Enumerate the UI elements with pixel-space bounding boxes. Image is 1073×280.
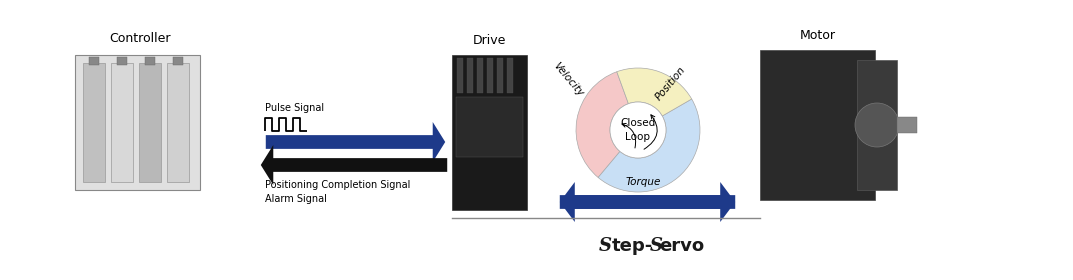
Bar (857, 60, 897, 190)
Bar (467, 58, 473, 93)
Text: Drive: Drive (473, 34, 506, 47)
Text: S: S (650, 237, 663, 255)
Bar (508, 58, 513, 93)
Text: ervo: ervo (659, 237, 704, 255)
Bar (760, 50, 874, 200)
Bar (487, 58, 493, 93)
Bar (173, 57, 183, 65)
Text: Velocity: Velocity (552, 60, 585, 98)
Bar (452, 55, 527, 210)
Text: Closed
Loop: Closed Loop (620, 118, 656, 142)
Circle shape (609, 102, 666, 158)
Text: Torque: Torque (626, 177, 661, 187)
Text: tep-: tep- (612, 237, 653, 255)
Bar (139, 63, 161, 182)
Text: Controller: Controller (109, 32, 171, 45)
Text: S: S (599, 237, 612, 255)
Text: Motor: Motor (799, 29, 836, 42)
Circle shape (855, 103, 899, 147)
Wedge shape (576, 72, 629, 178)
Bar (477, 58, 483, 93)
Bar (457, 58, 464, 93)
Wedge shape (617, 68, 692, 116)
Bar (75, 55, 200, 190)
Bar (89, 57, 99, 65)
Text: Position: Position (653, 64, 688, 102)
Bar (111, 63, 133, 182)
Bar (456, 97, 523, 157)
Text: Pulse Signal: Pulse Signal (265, 103, 324, 113)
Bar (145, 57, 155, 65)
Wedge shape (598, 99, 700, 192)
Bar (497, 58, 503, 93)
Bar (167, 63, 189, 182)
Bar (117, 57, 127, 65)
Text: Positioning Completion Signal
Alarm Signal: Positioning Completion Signal Alarm Sign… (265, 180, 410, 204)
Bar (897, 117, 917, 133)
Bar (83, 63, 105, 182)
